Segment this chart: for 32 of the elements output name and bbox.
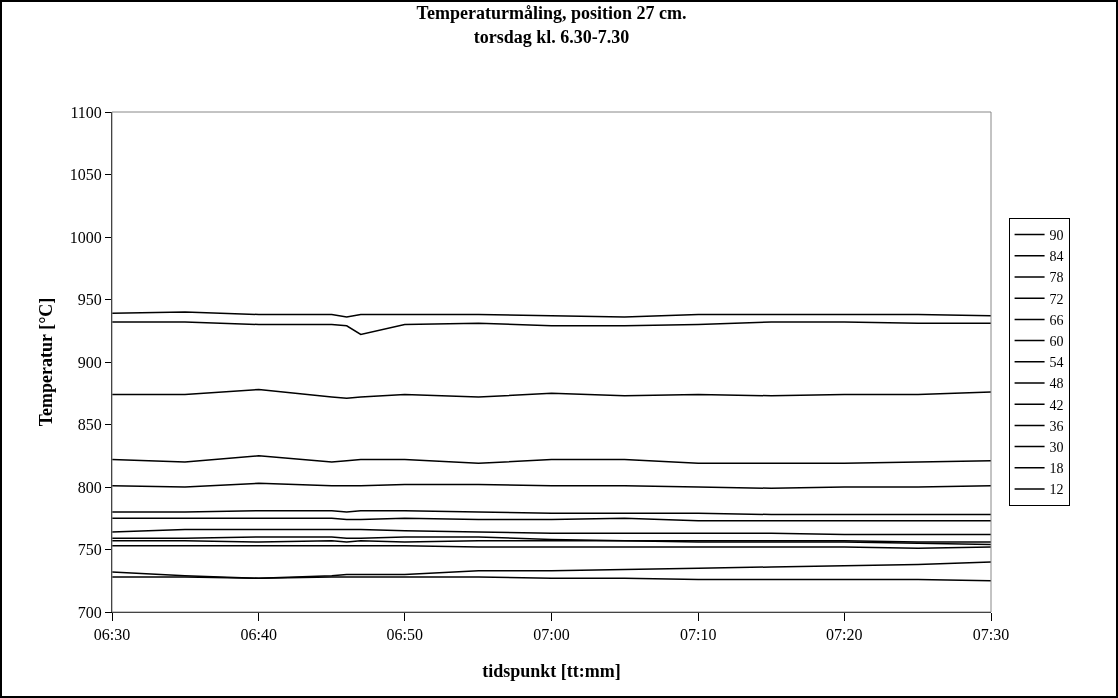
legend-label: 84 bbox=[1049, 249, 1064, 265]
y-tick-label: 850 bbox=[77, 416, 102, 434]
x-tick-label: 06:30 bbox=[93, 626, 131, 644]
x-tick-label: 07:10 bbox=[680, 626, 717, 644]
y-tick-label: 900 bbox=[77, 353, 102, 371]
x-axis-title: tidspunkt [tt:mm] bbox=[482, 661, 621, 682]
x-tick-label: 07:00 bbox=[533, 626, 570, 644]
legend-label: 72 bbox=[1049, 291, 1064, 307]
legend-label: 90 bbox=[1049, 228, 1064, 244]
legend-label: 12 bbox=[1049, 482, 1064, 498]
y-tick-label: 1000 bbox=[69, 228, 102, 246]
legend-label: 60 bbox=[1049, 334, 1064, 350]
x-tick-label: 07:20 bbox=[825, 626, 863, 644]
y-tick-label: 750 bbox=[77, 541, 102, 559]
legend-label: 48 bbox=[1049, 376, 1064, 392]
chart-title: Temperaturmåling, position 27 cm. torsdag kl. 6.30-7.30 bbox=[416, 3, 687, 47]
legend-label: 30 bbox=[1049, 440, 1064, 456]
legend-label: 78 bbox=[1049, 270, 1064, 286]
x-tick-label: 06:50 bbox=[386, 626, 423, 644]
x-tick-label: 07:30 bbox=[972, 626, 1010, 644]
legend-label: 66 bbox=[1049, 312, 1064, 328]
y-tick-label: 950 bbox=[77, 291, 102, 309]
legend-label: 54 bbox=[1049, 355, 1064, 371]
legend-label: 18 bbox=[1049, 461, 1064, 477]
y-axis-title: Temperatur [°C] bbox=[36, 297, 56, 427]
y-tick-label: 800 bbox=[77, 478, 102, 496]
x-tick-label: 06:40 bbox=[240, 626, 278, 644]
y-tick-label: 700 bbox=[77, 603, 102, 621]
y-tick-label: 1050 bbox=[69, 166, 102, 184]
legend-label: 42 bbox=[1049, 397, 1064, 413]
y-tick-label: 1100 bbox=[70, 103, 102, 121]
legend-label: 36 bbox=[1049, 418, 1064, 434]
